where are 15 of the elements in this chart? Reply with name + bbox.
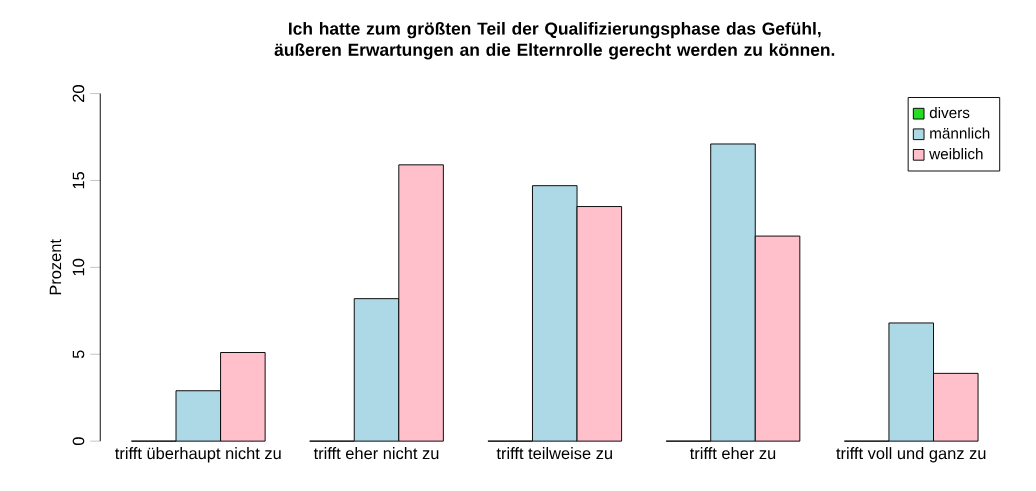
x-tick-label: trifft eher zu xyxy=(689,446,776,460)
y-tick-label: 10 xyxy=(72,258,85,276)
chart-title: Ich hatte zum größten Teil der Qualifizierungsphase das Gefühl, äußeren Erwartungen an die Elternrolle gerecht werden zu können. xyxy=(274,21,835,60)
x-tick-label: trifft voll und ganz zu xyxy=(836,446,986,463)
x-tick-label: trifft eher nicht zu xyxy=(313,446,439,460)
legend-label: divers xyxy=(929,106,970,119)
y-tick-label: 15 xyxy=(72,171,85,189)
y-tick-label: 0 xyxy=(72,437,85,445)
legend-label: männlich xyxy=(930,127,990,139)
y-axis-title: Prozent xyxy=(49,239,62,295)
y-tick-label: 20 xyxy=(72,84,85,102)
y-tick-label: 5 xyxy=(72,350,85,359)
x-tick-label: trifft überhaupt nicht zu xyxy=(115,446,281,463)
legend-label: weiblich xyxy=(929,147,983,160)
x-tick-label: trifft teilweise zu xyxy=(496,446,612,460)
